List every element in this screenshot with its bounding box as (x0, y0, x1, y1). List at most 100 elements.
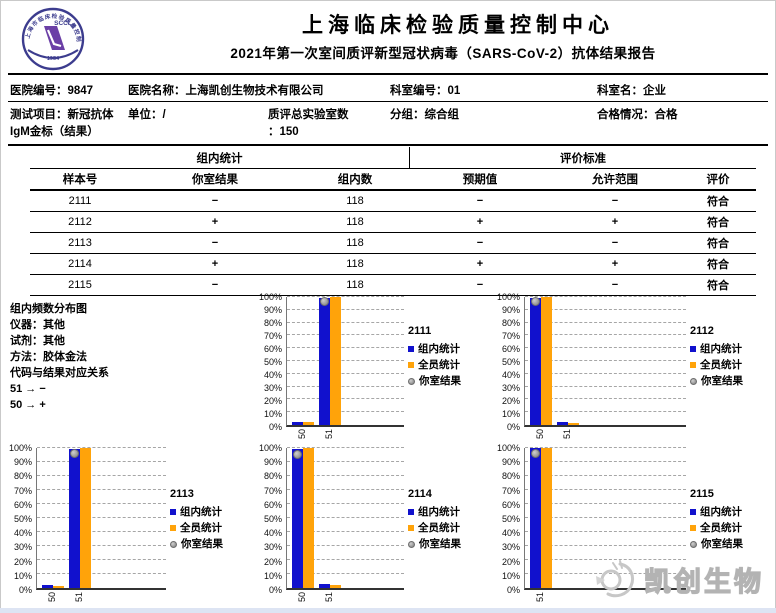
evaluation: 符合 (707, 217, 729, 229)
your-result: + (211, 258, 219, 270)
total-labs: 质评总实验室数 ：150 (268, 109, 349, 138)
y-tick-label: 100% (496, 292, 520, 302)
expected-value: + (476, 258, 484, 270)
your-result-marker (531, 448, 540, 458)
y-tick-label: 10% (263, 409, 282, 419)
table-row: 2113 − 118 − − 符合 (30, 233, 756, 254)
bar-组内统计 (319, 583, 330, 588)
y-tick-label: 60% (13, 499, 32, 510)
y-tick-label: 30% (501, 542, 520, 553)
allowed-range: + (611, 258, 619, 270)
logo-emblem-slash (46, 29, 62, 48)
legend-item: 组内统计 (408, 341, 490, 357)
gridline (287, 447, 404, 448)
y-tick-label: 100% (258, 292, 282, 302)
your-result: − (211, 279, 219, 291)
gridline (287, 489, 404, 490)
bar-全员统计 (303, 448, 314, 588)
chart-legend: 2111 组内统计 全员统计 你室结果 (404, 297, 490, 445)
y-tick-label: 90% (263, 457, 282, 468)
legend-swatch (408, 362, 414, 368)
bar-组内统计 (530, 448, 541, 588)
col-group-count: 组内数 (337, 174, 373, 186)
x-axis-labels: 50 51 (286, 427, 404, 445)
legend-item: 你室结果 (690, 536, 772, 552)
y-tick-label: 90% (13, 457, 32, 468)
legend-swatch (408, 346, 414, 352)
bar-全员统计 (53, 585, 64, 588)
group-count: 118 (346, 237, 364, 249)
chart-legend: 2113 组内统计 全员统计 你室结果 (166, 448, 252, 608)
gridline (37, 531, 166, 532)
table-row: 2111 − 118 − − 符合 (30, 191, 756, 212)
gridline (287, 308, 404, 310)
legend-marker-swatch (170, 540, 177, 548)
legend-item: 你室结果 (408, 373, 490, 389)
allowed-range: + (611, 216, 619, 228)
legend-marker-swatch (408, 540, 415, 548)
y-tick-label: 100% (258, 443, 282, 453)
legend-item: 全员统计 (170, 520, 252, 536)
gridline (37, 489, 166, 490)
y-tick-label: 0% (268, 422, 282, 432)
y-tick-label: 50% (13, 514, 32, 524)
y-tick-label: 80% (501, 471, 520, 482)
bar-组内统计 (69, 449, 80, 588)
x-tick-label: 51 (562, 428, 572, 440)
y-tick-label: 10% (501, 570, 520, 581)
x-axis-labels: 50 51 (286, 590, 404, 608)
evaluation: 符合 (707, 238, 729, 250)
note-code-map-title: 代码与结果对应关系 (10, 367, 109, 379)
y-tick-label: 70% (501, 485, 520, 496)
bar-组内统计 (292, 449, 303, 588)
table-row: 2114 +118 + + 符合 (30, 254, 756, 275)
group-count: 118 (346, 216, 364, 228)
your-result-marker (320, 297, 329, 307)
y-tick-label: 20% (263, 556, 282, 567)
legend-swatch (690, 362, 696, 368)
gridline (525, 475, 686, 476)
y-tick-label: 30% (263, 542, 282, 553)
legend-item: 组内统计 (170, 504, 252, 520)
gridline (525, 517, 686, 518)
x-tick-label: 51 (324, 591, 334, 603)
gridline (525, 360, 686, 361)
your-result-marker (531, 297, 540, 307)
watermark-text: 凯创生物 (643, 566, 764, 597)
expected-value: − (476, 279, 484, 291)
y-tick-label: 0% (506, 422, 520, 432)
group: 分组：综合组 (390, 109, 459, 121)
logo-abbr: SCCL (54, 20, 72, 27)
y-tick-label: 20% (13, 556, 32, 567)
gridline (37, 475, 166, 476)
y-tick-label: 80% (13, 471, 32, 482)
table-row: 2115 − 118 − − 符合 (30, 275, 756, 296)
gridline (525, 447, 686, 448)
unit: 单位：/ (128, 109, 166, 121)
y-axis: 0% 10% 20% 30% 40% 50% 60% 70% 80% 90% 100% (494, 292, 524, 432)
allowed-range: − (611, 279, 619, 291)
gridline (525, 296, 686, 297)
gridline (287, 545, 404, 546)
y-tick-label: 0% (18, 585, 32, 595)
y-tick-label: 60% (263, 344, 282, 354)
col-evaluation: 评价 (706, 174, 730, 186)
col-allowed-range: 允许范围 (592, 174, 638, 186)
x-tick-label: 51 (74, 591, 84, 603)
y-axis: 0% 10% 20% 30% 40% 50% 60% 70% 80% 90% 100% (494, 443, 524, 595)
your-result: − (211, 195, 219, 207)
bar-group-50 (42, 448, 64, 588)
bar-组内统计 (557, 422, 568, 425)
sample-no: 2115 (68, 279, 92, 291)
y-tick-label: 10% (13, 570, 32, 581)
gridline (287, 517, 404, 518)
notes-block: 组内频数分布图 仪器：其他 试剂：其他 方法：胶体金法 代码与结果对应关系 51… (10, 301, 245, 413)
divider (8, 144, 768, 146)
col-sample-no: 样本号 (62, 174, 98, 186)
gridline (287, 411, 404, 413)
frequency-chart-2114: 0% 10% 20% 30% 40% 50% 60% 70% 80% 90% 100% 50 51 211… (256, 443, 490, 608)
gridline (287, 296, 404, 297)
bar-group-51 (319, 448, 341, 588)
frequency-chart-2112: 0% 10% 20% 30% 40% 50% 60% 70% 80% 90% 100% 50 51 211… (494, 292, 772, 445)
plot-area (286, 296, 404, 427)
